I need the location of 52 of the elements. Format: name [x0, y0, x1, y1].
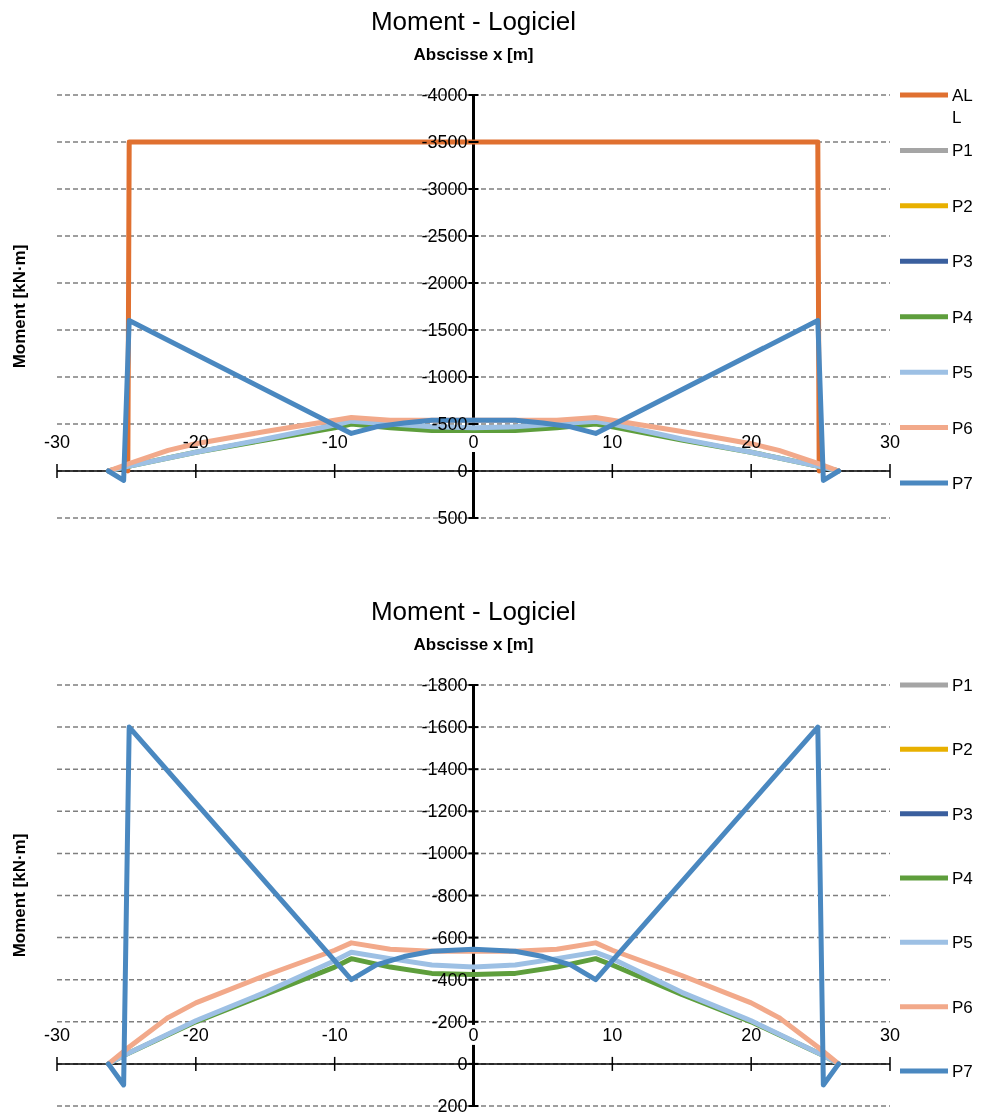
y-tick-label: -800 — [431, 885, 468, 906]
y-tick-label: -3500 — [421, 132, 468, 152]
legend-label: P4 — [952, 869, 973, 888]
x-axis-title: Abscisse x [m] — [413, 45, 534, 64]
y-tick-label: 500 — [437, 508, 468, 528]
y-axis-title: Moment [kN·m] — [10, 833, 29, 958]
x-tick-label: 30 — [879, 432, 901, 452]
x-tick-label: -20 — [182, 432, 209, 452]
y-tick-label: -1600 — [421, 717, 468, 738]
chart-title: Moment - Logiciel — [370, 6, 577, 36]
x-tick-label: -10 — [321, 432, 348, 452]
x-axis-title: Abscisse x [m] — [413, 635, 534, 654]
x-tick-label: 20 — [741, 432, 762, 452]
y-tick-label: -1000 — [421, 843, 468, 864]
y-tick-label: -200 — [431, 1011, 468, 1032]
legend-label: P6 — [952, 997, 973, 1017]
y-tick-label: -1800 — [421, 675, 468, 695]
legend-label: P2 — [952, 740, 973, 760]
x-tick-label: 10 — [602, 432, 623, 452]
legend-label: P3 — [952, 252, 973, 272]
y-tick-label: -3000 — [421, 179, 468, 199]
y-tick-label: -400 — [431, 969, 468, 990]
legend-label: P7 — [952, 1062, 973, 1081]
legend-label: P2 — [952, 196, 973, 216]
x-tick-label: 30 — [879, 1024, 901, 1045]
y-tick-label: -2000 — [421, 273, 468, 293]
chart-title: Moment - Logiciel — [370, 596, 577, 626]
legend-label: P7 — [952, 474, 973, 493]
y-tick-label: -4000 — [421, 85, 468, 105]
y-tick-label: -1200 — [421, 801, 468, 822]
legend-label: P1 — [952, 676, 973, 695]
legend-label: P4 — [952, 307, 973, 327]
y-tick-label: -600 — [431, 927, 468, 948]
legend-label: P3 — [952, 804, 973, 824]
legend-label: P5 — [952, 933, 973, 953]
x-tick-label: -30 — [43, 1024, 71, 1045]
x-tick-label: -10 — [321, 1024, 348, 1045]
x-tick-label: -20 — [182, 1024, 209, 1045]
x-tick-label: 20 — [741, 1024, 762, 1045]
y-tick-label: -1400 — [421, 759, 468, 780]
y-tick-label: -1500 — [421, 320, 468, 340]
y-axis-title: Moment [kN·m] — [10, 244, 29, 369]
y-tick-label: -2500 — [421, 226, 468, 246]
y-tick-label: -500 — [431, 414, 468, 434]
x-tick-label: 10 — [602, 1024, 623, 1045]
legend-label: P6 — [952, 418, 973, 438]
legend-label: P5 — [952, 363, 973, 383]
x-tick-label: -30 — [43, 432, 71, 452]
legend-label: ALL — [952, 86, 973, 127]
y-tick-label: -1000 — [421, 367, 468, 387]
legend-label: P1 — [952, 141, 973, 161]
y-tick-label: 200 — [437, 1096, 468, 1116]
